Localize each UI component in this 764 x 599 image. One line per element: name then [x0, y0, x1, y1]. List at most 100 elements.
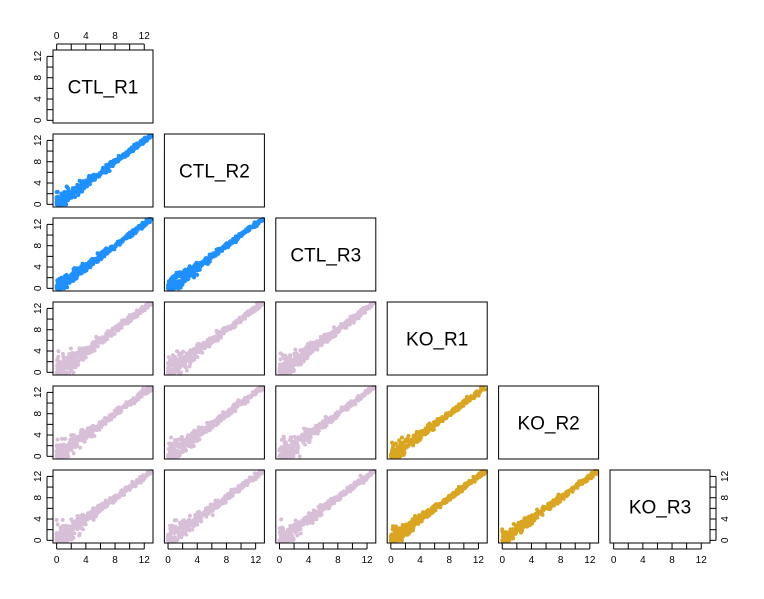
scatter-panel	[54, 469, 153, 543]
data-point	[173, 363, 178, 368]
data-point	[207, 428, 212, 433]
scatter-panel	[166, 217, 265, 291]
data-point	[143, 302, 148, 307]
data-point	[299, 358, 304, 363]
data-point	[320, 425, 325, 430]
data-point	[308, 340, 313, 345]
data-point	[200, 262, 205, 267]
data-point	[214, 335, 219, 340]
data-point	[224, 411, 229, 416]
data-point	[111, 495, 116, 500]
panel-frame	[52, 217, 154, 292]
data-point	[283, 533, 288, 538]
data-point	[58, 531, 63, 536]
data-point	[75, 527, 80, 532]
data-point	[366, 474, 371, 479]
data-point	[110, 413, 115, 418]
data-point	[69, 278, 74, 283]
data-point	[301, 354, 306, 359]
data-point	[199, 515, 204, 520]
data-point	[359, 309, 364, 314]
data-point	[321, 420, 326, 425]
data-point	[174, 438, 179, 443]
data-point	[79, 184, 84, 189]
data-point	[104, 335, 109, 340]
data-point	[448, 413, 453, 418]
data-point	[94, 508, 99, 513]
data-point	[112, 247, 117, 252]
data-point	[69, 194, 74, 199]
data-point	[58, 199, 63, 204]
data-point	[296, 436, 301, 441]
data-point	[190, 268, 195, 273]
data-point	[418, 433, 423, 438]
data-point	[316, 511, 321, 516]
data-point	[112, 331, 117, 336]
diagonal-panel	[52, 49, 154, 124]
data-point	[241, 480, 246, 485]
data-point	[166, 361, 171, 366]
data-point	[63, 370, 68, 375]
data-point	[140, 225, 145, 230]
data-point	[301, 434, 306, 439]
data-point	[87, 261, 92, 266]
data-point	[231, 408, 236, 413]
data-point	[354, 483, 359, 488]
data-point	[55, 437, 60, 442]
data-point	[432, 423, 437, 428]
data-point	[347, 317, 352, 322]
data-point	[65, 194, 70, 199]
data-point	[202, 258, 207, 263]
data-point	[59, 370, 64, 375]
data-point	[173, 454, 178, 459]
data-point	[175, 358, 180, 363]
data-point	[96, 337, 101, 342]
data-point	[54, 195, 59, 200]
data-point	[90, 259, 95, 264]
data-point	[80, 435, 85, 440]
data-point	[75, 354, 80, 359]
data-point	[171, 444, 176, 449]
data-point	[205, 420, 210, 425]
data-point	[293, 347, 298, 352]
data-point	[214, 252, 219, 257]
data-point	[166, 364, 171, 369]
data-point	[284, 442, 289, 447]
data-point	[197, 509, 202, 514]
data-point	[176, 369, 181, 374]
data-point	[468, 396, 473, 401]
data-point	[175, 526, 180, 531]
data-point	[76, 359, 81, 364]
data-point	[217, 249, 222, 254]
data-point	[293, 526, 298, 531]
data-point	[315, 347, 320, 352]
data-point	[281, 436, 286, 441]
variable-label: CTL_R1	[68, 78, 139, 99]
data-point	[169, 435, 174, 440]
data-point	[91, 174, 96, 179]
data-point	[58, 443, 63, 448]
data-point	[89, 509, 94, 514]
data-point	[338, 493, 343, 498]
data-point	[185, 519, 190, 524]
data-point	[311, 431, 316, 436]
data-point	[301, 426, 306, 431]
data-point	[115, 323, 120, 328]
data-point	[413, 435, 418, 440]
data-point	[399, 445, 404, 450]
data-point	[66, 454, 71, 459]
panel-frame	[163, 217, 265, 292]
data-point	[186, 276, 191, 281]
data-point	[61, 354, 66, 359]
scatter-panel	[54, 385, 154, 459]
data-point	[339, 408, 344, 413]
data-point	[100, 250, 105, 255]
data-point	[177, 451, 182, 456]
data-point	[189, 521, 194, 526]
data-point	[67, 441, 72, 446]
data-point	[187, 513, 192, 518]
data-point	[242, 398, 247, 403]
data-point	[285, 528, 290, 533]
data-point	[184, 368, 189, 373]
data-point	[237, 486, 242, 491]
